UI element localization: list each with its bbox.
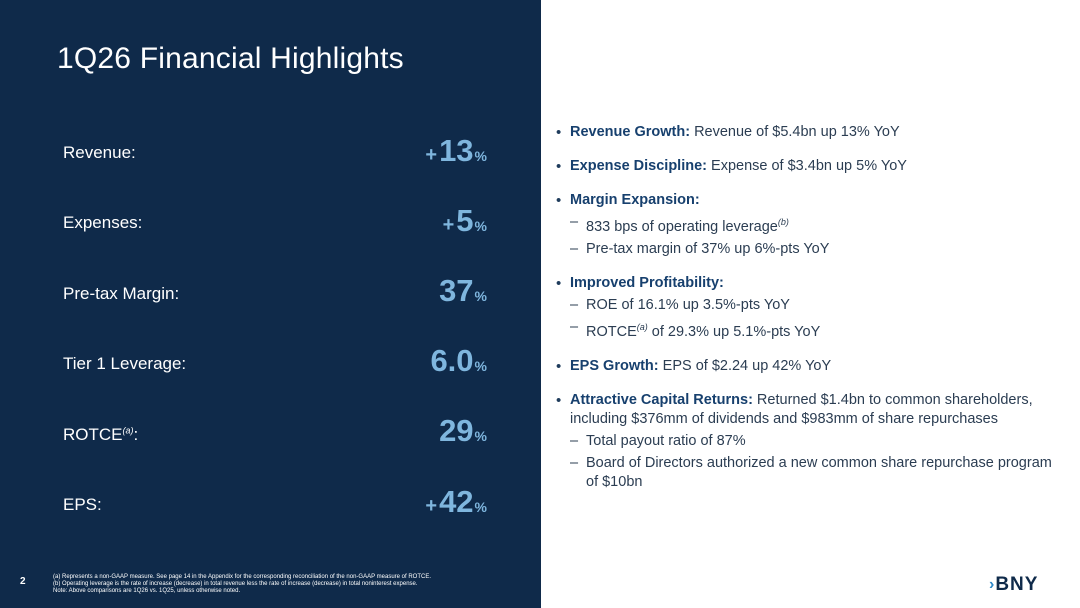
metric-prefix: +: [425, 144, 438, 166]
metric-number: 42: [439, 484, 474, 519]
sub-bullet-text: ROE of 16.1% up 3.5%-pts YoY: [586, 296, 790, 313]
page-title: 1Q26 Financial Highlights: [57, 42, 404, 75]
metric-value-rotce: 29%: [437, 413, 487, 449]
metric-prefix: +: [425, 495, 438, 517]
footnote-b: (b) Operating leverage is the rate of in…: [53, 581, 418, 587]
sub-bullet-text: of 29.3% up 5.1%-pts YoY: [647, 323, 821, 340]
sub-bullet-text: Board of Directors authorized a new comm…: [586, 454, 1052, 490]
dash: –: [570, 454, 579, 471]
dash: –: [570, 432, 579, 449]
bullet-capital-returns: • Attractive Capital Returns: Returned $…: [555, 391, 1055, 492]
metric-label-tier1-leverage: Tier 1 Leverage:: [63, 354, 187, 373]
sub-bullet: – ROE of 16.1% up 3.5%-pts YoY: [570, 296, 1055, 315]
sub-bullet: – Pre-tax margin of 37% up 6%-pts YoY: [570, 240, 1055, 259]
bullet-text: EPS of $2.24 up 42% YoY: [658, 357, 832, 374]
bullet-dot: •: [556, 158, 562, 175]
metric-label-pretax-margin: Pre-tax Margin:: [63, 284, 180, 303]
metric-number: 37: [439, 273, 474, 308]
metric-value-expenses: +5%: [443, 203, 487, 239]
metric-label-revenue: Revenue:: [63, 143, 136, 162]
metric-value-pretax-margin: 37%: [437, 273, 487, 309]
metric-number: 29: [439, 413, 474, 448]
bullet-dot: •: [556, 357, 562, 375]
metric-label-expenses: Expenses:: [63, 213, 143, 232]
footnote-ref: (a): [122, 425, 134, 436]
bullet-dot: •: [556, 274, 562, 292]
bullet-heading: Attractive Capital Returns:: [570, 391, 753, 408]
metric-unit: %: [474, 358, 487, 374]
sub-bullet: – 833 bps of operating leverage(b): [570, 213, 1055, 237]
bny-logo: › BNY: [989, 574, 1038, 596]
bullet-text: Revenue of $5.4bn up 13% YoY: [690, 124, 900, 140]
dash: –: [570, 296, 579, 313]
dash: –: [570, 318, 579, 335]
metric-number: 5: [456, 203, 474, 238]
sub-bullet-text: Pre-tax margin of 37% up 6%-pts YoY: [586, 240, 830, 257]
bullet-improved-profitability: • Improved Profitability: – ROE of 16.1%…: [555, 274, 1055, 342]
bullet-revenue-growth: • Revenue Growth: Revenue of $5.4bn up 1…: [555, 123, 1055, 142]
bullet-eps-growth: • EPS Growth: EPS of $2.24 up 42% YoY: [555, 357, 1055, 376]
sub-bullet-text: Total payout ratio of 87%: [586, 432, 746, 449]
bullet-dot: •: [556, 124, 562, 141]
metric-prefix: +: [442, 214, 455, 236]
metric-label-text: ROTCE: [63, 425, 123, 444]
bullet-heading: Expense Discipline:: [570, 158, 707, 174]
sub-bullet: – Total payout ratio of 87%: [570, 432, 1055, 451]
bullet-heading: Revenue Growth:: [570, 124, 691, 140]
bullet-dot: •: [556, 391, 562, 409]
page-number: 2: [20, 576, 26, 587]
metric-number: 13: [439, 133, 474, 168]
footnotes: (a) Represents a non-GAAP measure. See p…: [53, 574, 431, 595]
chevron-right-icon: ›: [989, 576, 995, 593]
sub-bullet-text: ROTCE: [586, 323, 637, 340]
metric-unit: %: [474, 499, 487, 515]
bullet-heading: EPS Growth:: [570, 357, 659, 374]
footnote-ref: (a): [636, 321, 648, 332]
dash: –: [570, 214, 579, 230]
footnote-note: Note: Above comparisons are 1Q26 vs. 1Q2…: [53, 588, 241, 594]
metric-value-eps: +42%: [425, 484, 487, 520]
dash: –: [570, 240, 579, 257]
metric-unit: %: [474, 288, 487, 304]
metric-label-colon: :: [133, 425, 139, 444]
highlights-panel: 1Q26 Financial Highlights Revenue: +13% …: [0, 0, 541, 608]
logo-text: BNY: [995, 574, 1039, 595]
metric-number: 6.0: [430, 343, 474, 378]
metric-label-eps: EPS:: [63, 495, 102, 514]
footnote-a: (a) Represents a non-GAAP measure. See p…: [53, 574, 431, 580]
metric-value-revenue: +13%: [425, 133, 487, 169]
bullet-dot: •: [556, 192, 562, 209]
bullet-text: Returned $1.4bn to common shareholders, …: [570, 391, 1033, 427]
bullet-margin-expansion: • Margin Expansion: – 833 bps of operati…: [555, 191, 1055, 259]
metric-unit: %: [474, 148, 487, 164]
sub-bullet: – Board of Directors authorized a new co…: [570, 454, 1055, 492]
sub-bullet: – ROTCE(a) of 29.3% up 5.1%-pts YoY: [570, 318, 1055, 342]
metric-unit: %: [474, 218, 487, 234]
bullet-expense-discipline: • Expense Discipline: Expense of $3.4bn …: [555, 157, 1055, 176]
sub-bullet-text: 833 bps of operating leverage: [586, 218, 778, 235]
bullet-heading: Improved Profitability:: [570, 274, 724, 291]
footnote-ref: (b): [777, 217, 789, 227]
metric-unit: %: [474, 428, 487, 444]
bullet-heading: Margin Expansion:: [570, 192, 700, 208]
highlights-bullets: • Revenue Growth: Revenue of $5.4bn up 1…: [555, 123, 1055, 507]
bullet-text: Expense of $3.4bn up 5% YoY: [707, 158, 907, 174]
metric-value-tier1-leverage: 6.0%: [428, 343, 487, 379]
metric-label-rotce: ROTCE(a):: [63, 425, 138, 445]
